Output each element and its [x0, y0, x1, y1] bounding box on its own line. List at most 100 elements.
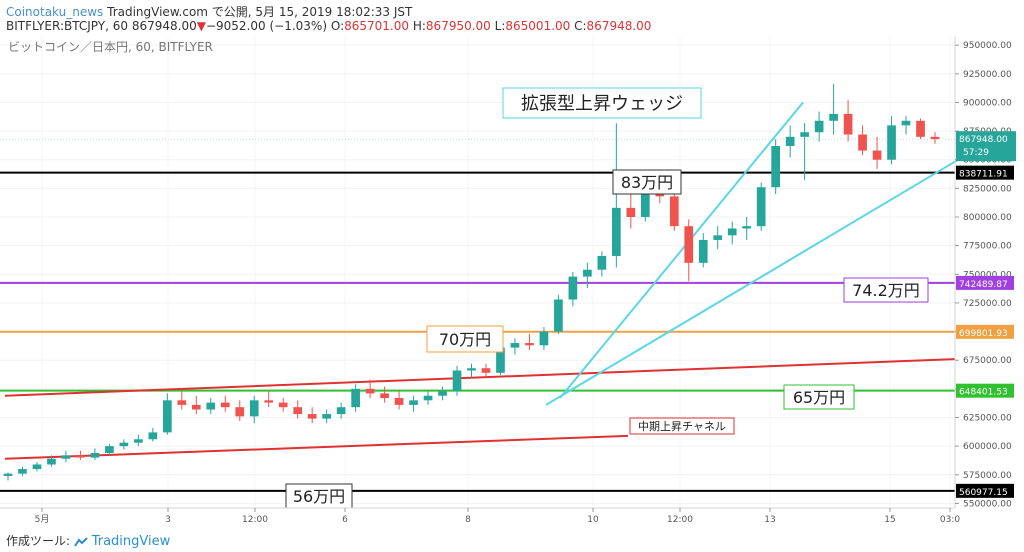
low-label: L: — [494, 19, 506, 33]
x-tick-label: 13 — [764, 515, 775, 525]
candle-body — [177, 400, 187, 405]
candle-body — [611, 207, 621, 256]
annotation-box — [502, 87, 702, 119]
candle-body — [61, 455, 71, 459]
candle-body — [684, 226, 694, 263]
symbol-label: BITFLYER:BTCJPY, 60 — [6, 19, 128, 33]
candles — [3, 84, 940, 481]
candle-body — [235, 407, 245, 417]
y-tick-label: 575000.00 — [963, 471, 1012, 481]
y-tick-label: 825000.00 — [963, 184, 1012, 194]
x-tick-label: 12:00 — [667, 515, 693, 525]
annotation-label: 56万円 — [293, 487, 345, 506]
candle-body — [134, 439, 143, 443]
tradingview-logo-icon — [74, 536, 88, 547]
y-tick-label: 800000.00 — [963, 213, 1012, 223]
candle-body — [496, 347, 505, 373]
candle-body — [525, 343, 534, 346]
candle-body — [365, 388, 375, 394]
annotation-box — [783, 384, 855, 410]
x-tick-label: 15 — [884, 515, 895, 525]
candle-body — [510, 343, 520, 348]
high-label: H: — [412, 19, 426, 33]
candle-body — [3, 473, 13, 476]
candle-body — [568, 276, 578, 300]
candle-body — [293, 407, 303, 415]
symbol-info: BITFLYER:BTCJPY, 60 867948.00▼−9052.00 (… — [6, 19, 651, 33]
candle-body — [18, 469, 27, 474]
wedge-upper-line — [559, 101, 804, 399]
level-price-label: 838711.91 — [959, 170, 1008, 180]
annotation-box — [426, 325, 504, 353]
publish-info: Coinotaku_news TradingView.com で公開, 5月 1… — [6, 3, 412, 20]
price-change: −9052.00 (−1.03%) — [205, 19, 327, 33]
candle-body — [351, 388, 360, 408]
candle-body — [148, 432, 158, 440]
candle-body — [554, 299, 563, 332]
candle-body — [380, 393, 389, 399]
wedge-lower-line — [545, 156, 963, 406]
y-tick-label: 750000.00 — [963, 270, 1012, 280]
x-tick-label: 5月 — [35, 514, 50, 525]
level-price-tag — [956, 483, 1014, 498]
candle-body — [409, 400, 418, 405]
y-tick-label: 925000.00 — [963, 70, 1012, 80]
y-tick-label: 600000.00 — [963, 442, 1012, 452]
annotation-label: 70万円 — [439, 330, 491, 349]
candle-body — [452, 370, 462, 392]
current-price-label: 867948.00 — [959, 135, 1008, 145]
time-axis[interactable]: 5月 3 12:00 6 8 10 12:00 13 15 03:0 — [0, 507, 960, 525]
candle-body — [727, 228, 737, 236]
y-tick-label: 675000.00 — [963, 356, 1012, 366]
candle-body — [583, 269, 592, 277]
candle-body — [843, 113, 853, 135]
y-tick-label: 950000.00 — [963, 41, 1012, 51]
candle-body — [105, 446, 114, 454]
open-value: 865701.00 — [344, 19, 410, 33]
chart-title: ビットコイン／日本円, 60, BITFLYER — [8, 40, 213, 54]
price-axis[interactable]: 950000.00925000.00900000.00875000.008500… — [954, 36, 1016, 509]
trend-lines — [4, 101, 963, 460]
y-tick-label: 550000.00 — [963, 499, 1012, 509]
channel-upper-line — [4, 358, 956, 397]
candle-body — [481, 368, 491, 373]
close-label: C: — [574, 19, 587, 33]
x-tick-label: 6 — [342, 515, 348, 525]
candle-body — [930, 136, 940, 140]
down-arrow-icon: ▼ — [196, 19, 206, 33]
candle-body — [220, 402, 230, 408]
candle-body — [119, 442, 129, 447]
candle-body — [423, 395, 433, 401]
candle-body — [32, 464, 42, 470]
candle-body — [394, 398, 404, 405]
level-price-tag — [956, 383, 1014, 398]
candle-body — [597, 255, 607, 270]
candle-body — [322, 414, 332, 419]
candle-body — [872, 150, 882, 160]
level-price-label: 742489.87 — [959, 280, 1008, 290]
annotation-label: 中期上昇チャネル — [638, 420, 726, 433]
candle-body — [829, 113, 838, 121]
price-chart[interactable]: ビットコイン／日本円, 60, BITFLYER 拡張型上昇ウェッジ 83万円 74… — [0, 36, 1024, 528]
annotation-label: 74.2万円 — [852, 281, 920, 300]
x-tick-label: 12:00 — [242, 515, 268, 525]
annotation-box — [629, 417, 735, 435]
y-tick-label: 775000.00 — [963, 242, 1012, 252]
y-tick-label: 625000.00 — [963, 413, 1012, 423]
y-tick-label: 725000.00 — [963, 299, 1012, 309]
y-tick-label: 900000.00 — [963, 98, 1012, 108]
candle-body — [206, 402, 216, 410]
level-price-label: 648401.53 — [959, 388, 1008, 398]
level-price-tag — [956, 324, 1014, 339]
annotation-box — [843, 277, 929, 303]
low-value: 865001.00 — [505, 19, 571, 33]
footer-brand[interactable]: TradingView — [91, 534, 171, 549]
publisher-name[interactable]: Coinotaku_news — [6, 5, 104, 19]
candle-body — [887, 125, 896, 160]
candle-body — [539, 331, 549, 346]
candle-body — [858, 134, 867, 151]
candle-body — [814, 120, 824, 133]
x-tick-label: 03:0 — [940, 515, 960, 525]
candle-body — [162, 400, 172, 433]
